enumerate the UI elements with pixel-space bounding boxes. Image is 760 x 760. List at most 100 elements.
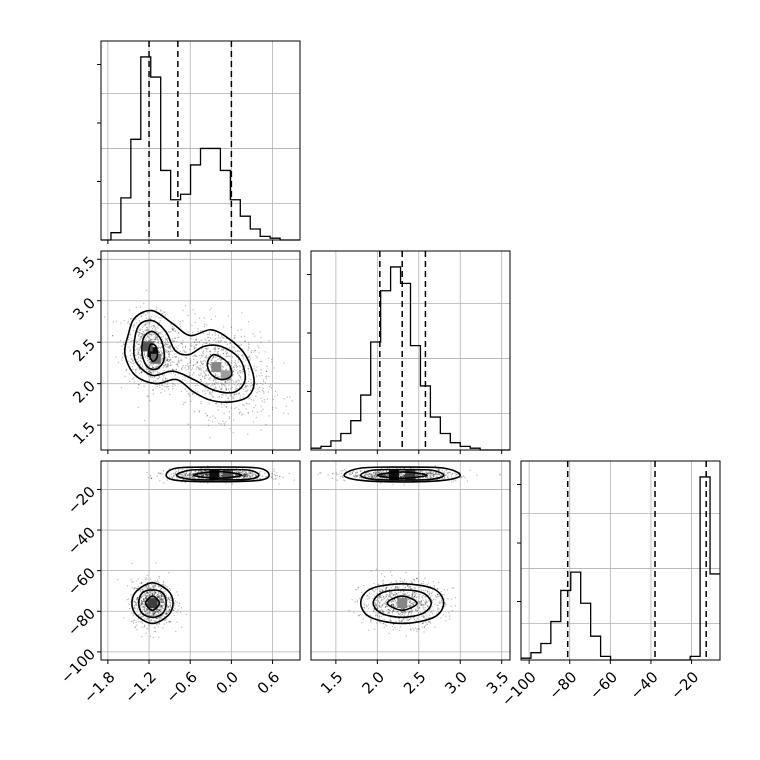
sample-point xyxy=(172,372,175,374)
sample-point xyxy=(180,358,182,360)
sample-point xyxy=(161,599,163,601)
sample-point xyxy=(436,593,439,596)
sample-point xyxy=(192,475,194,477)
sample-point xyxy=(133,608,135,610)
sample-point xyxy=(190,343,192,345)
sample-point xyxy=(244,383,246,385)
sample-point xyxy=(162,374,164,376)
sample-point xyxy=(221,348,223,350)
sample-point xyxy=(249,472,251,474)
sample-point xyxy=(158,351,160,353)
sample-point xyxy=(233,347,235,349)
sample-point xyxy=(276,474,278,477)
sample-point xyxy=(426,475,428,477)
sample-point xyxy=(162,596,164,598)
sample-point xyxy=(398,472,401,474)
sample-point xyxy=(151,614,153,617)
sample-point xyxy=(166,621,168,624)
sample-point xyxy=(139,614,141,616)
sample-point xyxy=(157,324,160,326)
sample-point xyxy=(396,586,399,588)
sample-point xyxy=(377,613,379,615)
sample-point xyxy=(255,375,258,377)
sample-point xyxy=(244,475,246,477)
sample-point xyxy=(245,402,248,404)
sample-point xyxy=(131,581,133,583)
sample-point xyxy=(173,614,175,616)
sample-point xyxy=(242,474,244,476)
sample-point xyxy=(170,597,172,599)
sample-point xyxy=(154,325,156,328)
sample-point xyxy=(440,597,442,599)
sample-point xyxy=(134,587,136,589)
sample-point xyxy=(434,603,436,605)
sample-point xyxy=(152,587,154,589)
sample-point xyxy=(208,402,210,404)
sample-points xyxy=(104,289,293,439)
sample-point xyxy=(206,347,208,350)
sample-point xyxy=(200,477,202,479)
sample-point xyxy=(199,378,202,381)
sample-point xyxy=(192,473,194,475)
sample-point xyxy=(149,578,152,580)
sample-point xyxy=(148,587,151,589)
sample-point xyxy=(373,472,375,474)
sample-point xyxy=(161,473,163,475)
sample-point xyxy=(222,420,224,422)
sample-point xyxy=(378,605,380,607)
sample-point xyxy=(254,382,256,384)
sample-point xyxy=(391,601,393,603)
sample-point xyxy=(400,476,402,478)
sample-point xyxy=(404,586,406,588)
sample-point xyxy=(426,475,428,477)
sample-point xyxy=(172,472,175,474)
sample-point xyxy=(149,593,152,596)
sample-point xyxy=(227,400,229,402)
sample-point xyxy=(420,470,423,473)
sample-point xyxy=(156,330,158,333)
sample-point xyxy=(163,597,165,599)
sample-point xyxy=(247,380,250,383)
sample-point xyxy=(396,611,398,613)
sample-point xyxy=(132,599,134,601)
sample-point xyxy=(112,335,114,337)
sample-point xyxy=(199,470,201,472)
sample-point xyxy=(143,615,145,617)
sample-point xyxy=(142,600,144,603)
sample-point xyxy=(163,369,165,372)
sample-point xyxy=(160,353,162,355)
sample-point xyxy=(164,382,166,385)
sample-point xyxy=(209,309,211,311)
sample-point xyxy=(221,475,223,477)
sample-point xyxy=(437,469,439,471)
sample-point xyxy=(203,326,206,328)
sample-point xyxy=(203,475,205,477)
sample-point xyxy=(242,474,245,476)
sample-point xyxy=(401,620,403,622)
sample-point xyxy=(169,359,171,362)
sample-point xyxy=(139,368,141,370)
sample-point xyxy=(160,587,162,590)
sample-point xyxy=(228,416,231,418)
sample-point xyxy=(225,385,227,387)
sample-point xyxy=(145,586,147,588)
sample-point xyxy=(185,364,187,366)
sample-point xyxy=(251,471,253,473)
sample-point xyxy=(395,607,397,609)
sample-point xyxy=(224,380,226,383)
sample-point xyxy=(242,367,244,369)
sample-point xyxy=(399,581,401,583)
sample-point xyxy=(233,395,235,397)
sample-point xyxy=(236,364,238,366)
sample-point xyxy=(235,389,237,391)
sample-point xyxy=(158,351,160,353)
sample-point xyxy=(123,341,125,343)
sample-point xyxy=(370,477,372,479)
sample-point xyxy=(181,474,183,476)
sample-point xyxy=(141,601,143,604)
sample-point xyxy=(187,423,189,425)
sample-point xyxy=(422,474,425,476)
sample-point xyxy=(444,474,446,476)
sample-point xyxy=(274,475,277,477)
sample-point xyxy=(190,345,192,347)
